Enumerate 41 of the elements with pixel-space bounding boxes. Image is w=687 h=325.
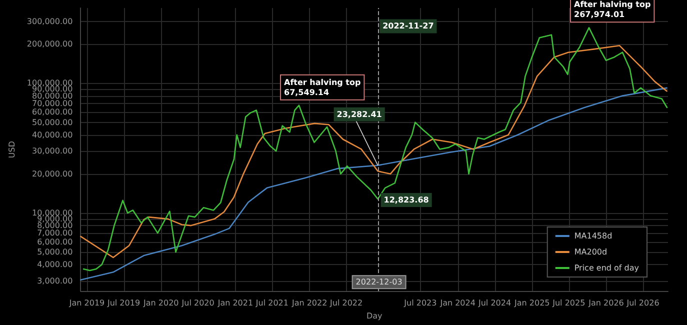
annotation: After halving top 67,549.14 xyxy=(284,78,361,97)
x-tick-label: Jan 2024 xyxy=(439,298,476,308)
x-tick-label: Jan 2025 xyxy=(514,298,550,308)
y-tick-label: 8,000.00 xyxy=(37,221,73,230)
x-tick-label: Jan 2021 xyxy=(216,298,254,308)
ref-line-label: 2022-12-03 xyxy=(356,278,402,287)
x-axis-title: Day xyxy=(366,312,383,320)
annotation: 12,823.68 xyxy=(384,195,430,204)
annotation: 2022-11-27 xyxy=(382,22,434,31)
y-tick-label: 80,000.00 xyxy=(32,91,73,100)
x-tick-label: Jan 2022 xyxy=(290,298,328,308)
y-tick-label: 60,000.00 xyxy=(32,108,73,117)
annotation: After halving top 267,974.01 xyxy=(574,0,651,20)
y-tick-label: 7,000.00 xyxy=(37,228,73,238)
x-tick-label: Jul 2022 xyxy=(329,298,363,308)
y-tick-label: 4,000.00 xyxy=(37,260,73,270)
y-tick-label: 3,000.00 xyxy=(37,276,73,286)
y-tick-label: 30,000.00 xyxy=(32,146,73,156)
y-tick-label: 300,000.00 xyxy=(26,16,73,26)
x-tick-label: Jan 2020 xyxy=(142,298,179,308)
legend-label: MA1458d xyxy=(574,232,612,240)
y-tick-label: 50,000.00 xyxy=(32,118,73,127)
y-axis-title: USD xyxy=(8,141,16,158)
legend-label: MA200d xyxy=(574,248,608,256)
x-tick-label: Jul 2019 xyxy=(106,298,140,308)
y-tick-label: 5,000.00 xyxy=(37,248,73,257)
y-tick-label: 20,000.00 xyxy=(32,169,73,178)
y-tick-label: 200,000.00 xyxy=(26,40,73,49)
x-tick-label: Jul 2020 xyxy=(180,298,214,308)
legend-label: Price end of day xyxy=(574,264,640,272)
x-tick-label: Jul 2025 xyxy=(552,298,586,308)
x-tick-label: Jul 2023 xyxy=(403,298,437,308)
x-tick-label: Jul 2024 xyxy=(477,298,512,308)
y-tick-label: 40,000.00 xyxy=(32,130,73,140)
x-tick-label: Jul 2026 xyxy=(626,298,660,308)
x-tick-label: Jan 2026 xyxy=(588,298,624,308)
y-tick-label: 6,000.00 xyxy=(37,237,73,246)
y-tick-label: 70,000.00 xyxy=(32,98,73,108)
x-tick-label: Jul 2021 xyxy=(254,298,288,308)
x-tick-label: Jan 2019 xyxy=(68,298,105,308)
annotation: 23,282.41 xyxy=(336,110,382,119)
